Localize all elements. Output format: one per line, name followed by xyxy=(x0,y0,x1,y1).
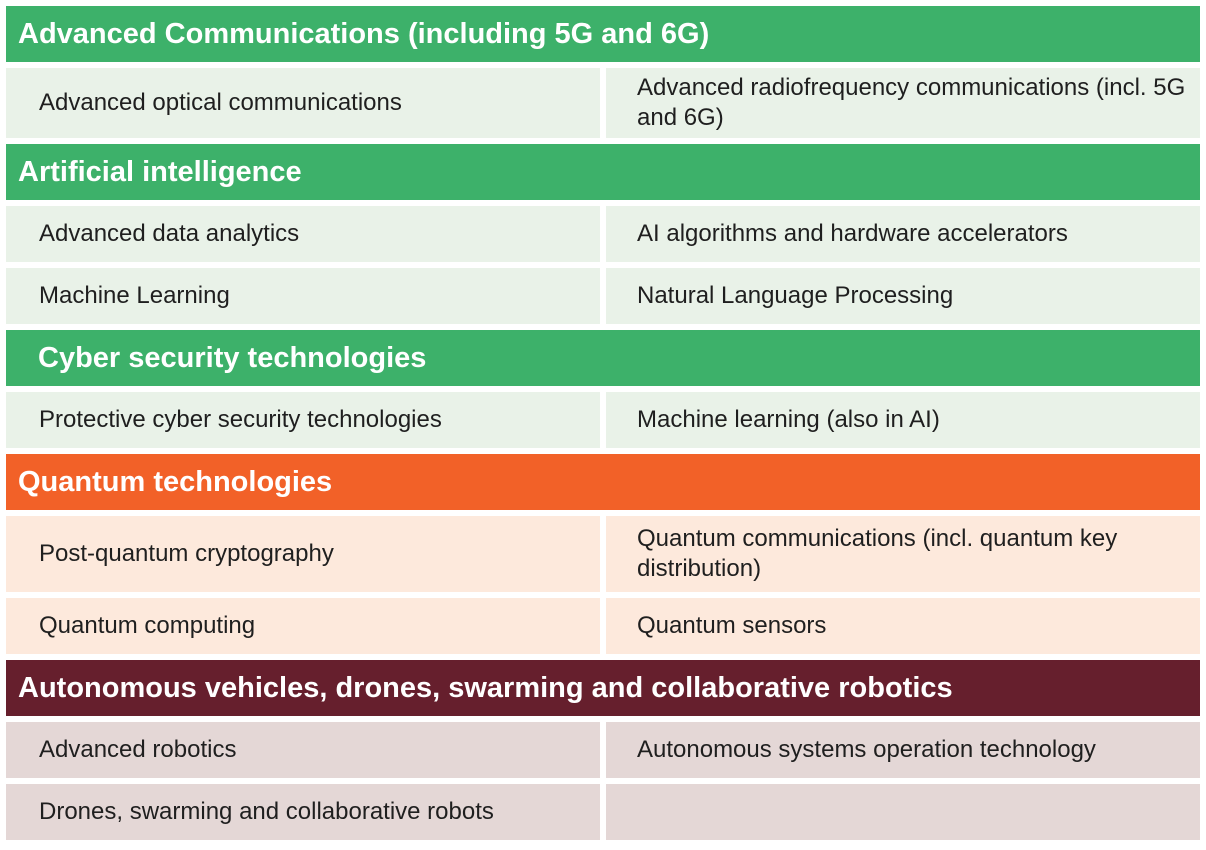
table-cell: Machine learning (also in AI) xyxy=(606,392,1200,448)
table-cell: Advanced data analytics xyxy=(6,206,600,262)
table-cell: Advanced radiofrequency communications (… xyxy=(606,68,1200,138)
section-header-advanced-communications: Advanced Communications (including 5G an… xyxy=(6,6,1200,62)
table-row: Protective cyber security technologies M… xyxy=(6,392,1200,448)
table-cell-empty xyxy=(606,784,1200,840)
technology-table: Advanced Communications (including 5G an… xyxy=(6,6,1200,840)
table-cell: Advanced robotics xyxy=(6,722,600,778)
table-row: Advanced robotics Autonomous systems ope… xyxy=(6,722,1200,778)
table-cell: Autonomous systems operation technology xyxy=(606,722,1200,778)
section-header-cyber-security: Cyber security technologies xyxy=(6,330,1200,386)
table-cell: Advanced optical communications xyxy=(6,68,600,138)
table-cell: Natural Language Processing xyxy=(606,268,1200,324)
section-header-quantum-technologies: Quantum technologies xyxy=(6,454,1200,510)
table-row: Drones, swarming and collaborative robot… xyxy=(6,784,1200,840)
table-cell: Quantum sensors xyxy=(606,598,1200,654)
table-cell: Machine Learning xyxy=(6,268,600,324)
table-row: Advanced optical communications Advanced… xyxy=(6,68,1200,138)
table-row: Quantum computing Quantum sensors xyxy=(6,598,1200,654)
section-header-autonomous-vehicles: Autonomous vehicles, drones, swarming an… xyxy=(6,660,1200,716)
table-row: Advanced data analytics AI algorithms an… xyxy=(6,206,1200,262)
table-cell: Protective cyber security technologies xyxy=(6,392,600,448)
table-cell: Post-quantum cryptography xyxy=(6,516,600,592)
table-row: Machine Learning Natural Language Proces… xyxy=(6,268,1200,324)
table-cell: Drones, swarming and collaborative robot… xyxy=(6,784,600,840)
table-row: Post-quantum cryptography Quantum commun… xyxy=(6,516,1200,592)
table-cell: AI algorithms and hardware accelerators xyxy=(606,206,1200,262)
table-cell: Quantum computing xyxy=(6,598,600,654)
table-cell: Quantum communications (incl. quantum ke… xyxy=(606,516,1200,592)
section-header-artificial-intelligence: Artificial intelligence xyxy=(6,144,1200,200)
